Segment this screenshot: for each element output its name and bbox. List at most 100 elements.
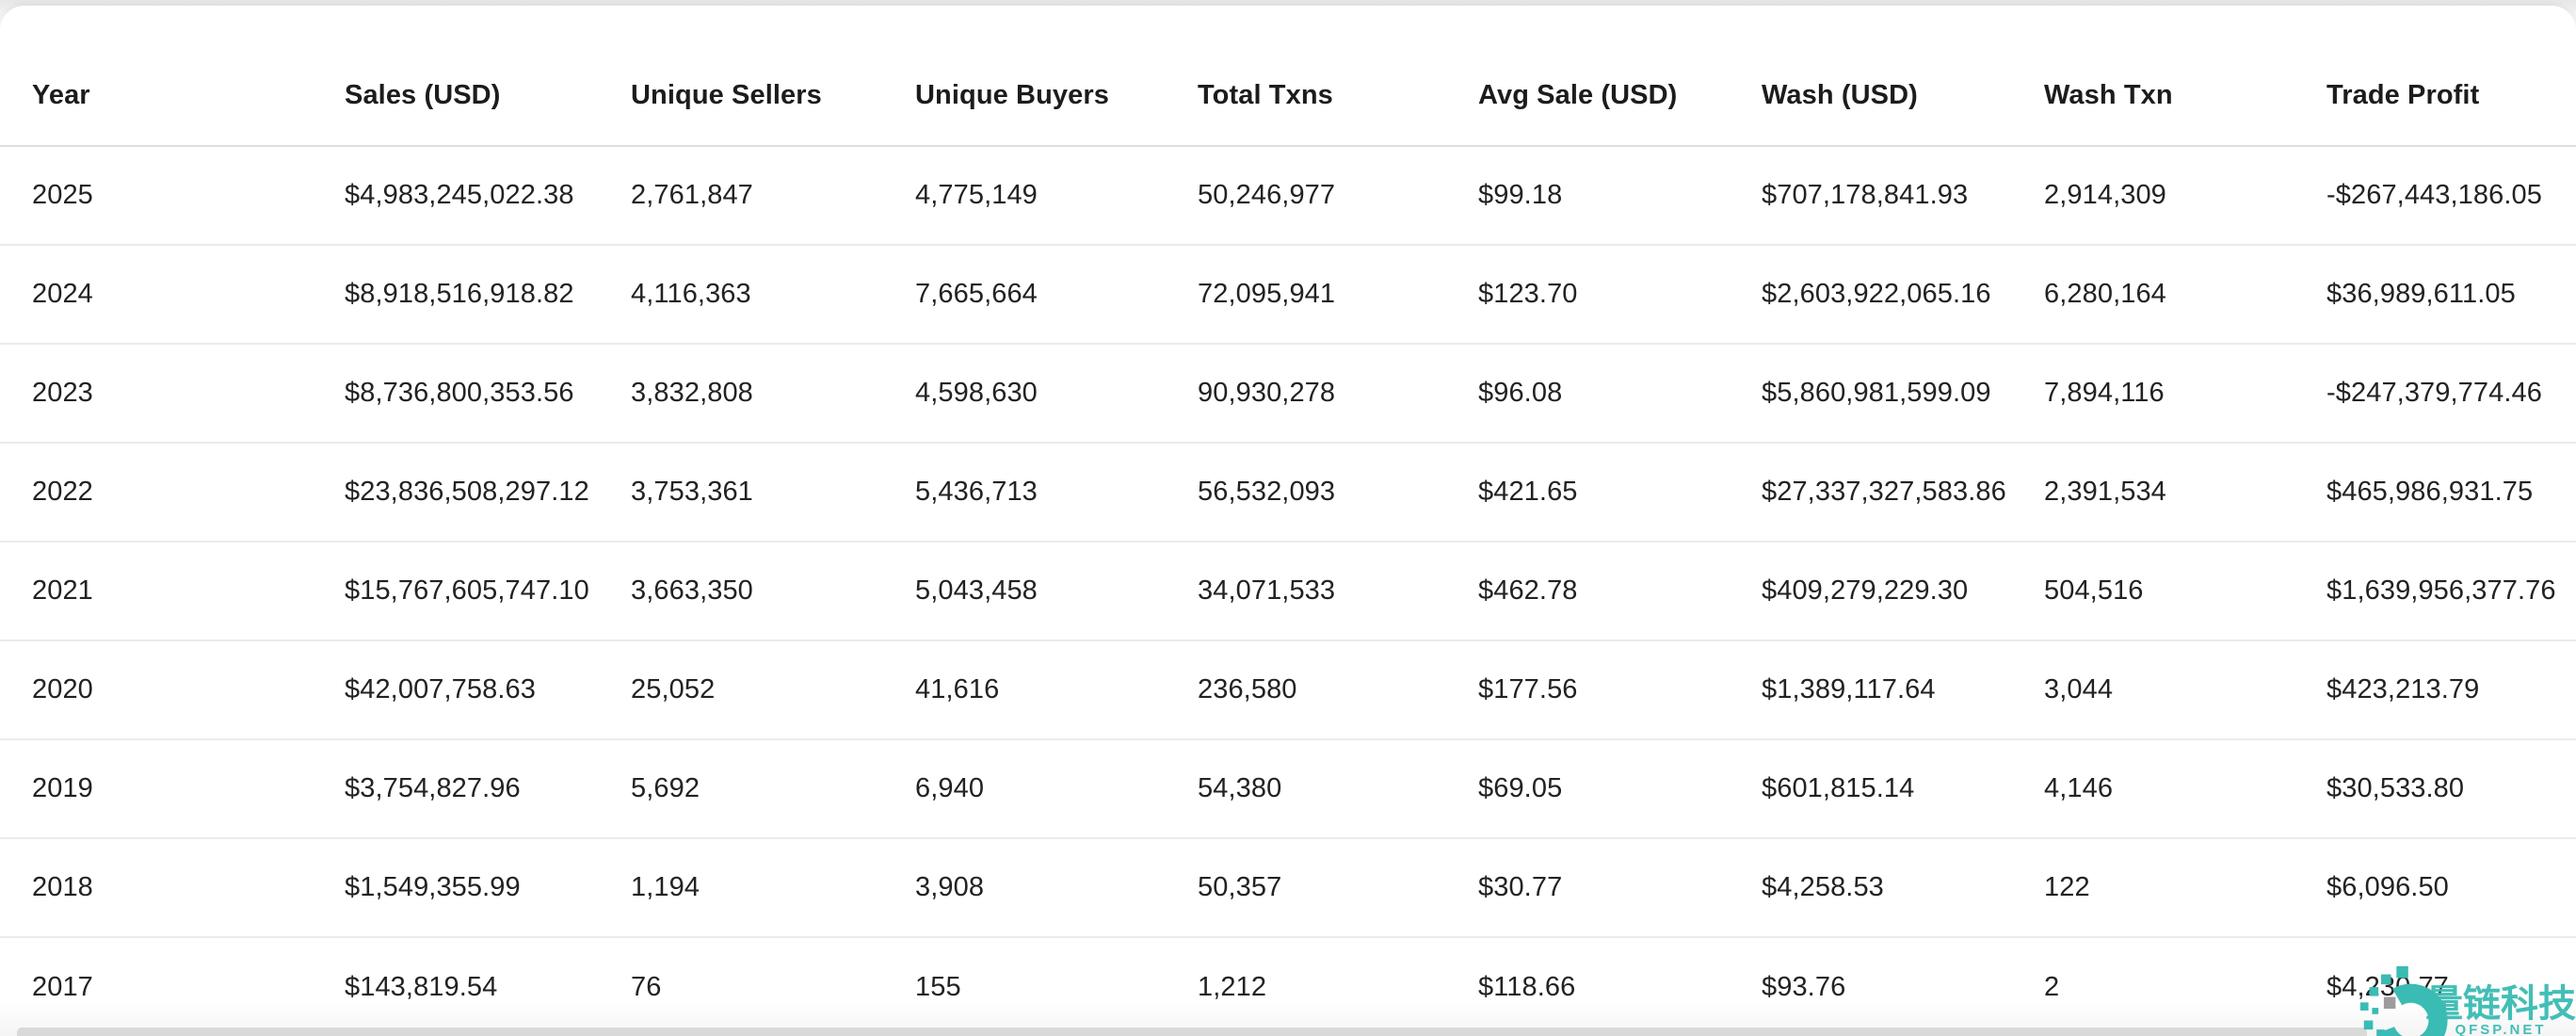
table-cell: $5,860,981,599.09 (1762, 378, 1991, 408)
table-row: 2018 $1,549,355.99 1,194 3,908 50,357 $30.77 $… (0, 839, 2576, 938)
table-cell: $462.78 (1478, 575, 1578, 606)
table-cell: 2024 (32, 279, 93, 309)
table-cell: $1,549,355.99 (345, 872, 521, 902)
table-cell: $1,389,117.64 (1762, 674, 1936, 704)
table-cell: $30,533.80 (2326, 773, 2465, 803)
table-cell: 155 (915, 972, 961, 1002)
table-cell: 3,663,350 (631, 575, 753, 606)
table-cell: $2,603,922,065.16 (1762, 279, 1991, 309)
table-cell: 122 (2044, 872, 2090, 902)
table-cell: 2020 (32, 674, 93, 704)
table-cell: 2019 (32, 773, 93, 803)
table-cell: $4,230.77 (2326, 972, 2449, 1002)
table-cell: $423,213.79 (2326, 674, 2480, 704)
table-cell: $42,007,758.63 (345, 674, 536, 704)
table-row: 2020 $42,007,758.63 25,052 41,616 236,580 $17… (0, 641, 2576, 740)
table-cell: $30.77 (1478, 872, 1563, 902)
table-cell: 50,246,977 (1198, 180, 1336, 210)
table-cell: 5,692 (631, 773, 700, 803)
table-cell: $707,178,841.93 (1762, 180, 1969, 210)
table-cell: -$267,443,186.05 (2326, 180, 2542, 210)
table-cell: 6,280,164 (2044, 279, 2166, 309)
table-cell: 4,116,363 (631, 279, 751, 309)
table-cell: 54,380 (1198, 773, 1282, 803)
table-cell: 2023 (32, 378, 93, 408)
table-cell: 76 (631, 972, 662, 1002)
table-cell: 2018 (32, 872, 93, 902)
table-cell: $421.65 (1478, 477, 1578, 507)
table-cell: 4,598,630 (915, 378, 1038, 408)
table-cell: $8,918,516,918.82 (345, 279, 574, 309)
table-cell: $143,819.54 (345, 972, 498, 1002)
table-row: 2024 $8,918,516,918.82 4,116,363 7,665,664 7… (0, 246, 2576, 345)
table-cell: $36,989,611.05 (2326, 279, 2516, 309)
table-cell: 7,894,116 (2044, 378, 2165, 408)
column-header: Unique Buyers (915, 79, 1109, 110)
table-cell: 72,095,941 (1198, 279, 1336, 309)
table-card: Year Sales (USD) Unique Sellers Unique Buye… (0, 6, 2576, 1036)
table-cell: $15,767,605,747.10 (345, 575, 589, 606)
table-cell: 5,436,713 (915, 477, 1038, 507)
table-cell: $1,639,956,377.76 (2326, 575, 2556, 606)
table-cell: 90,930,278 (1198, 378, 1336, 408)
nft-sales-by-year-table: Year Sales (USD) Unique Sellers Unique Buye… (0, 6, 2576, 1036)
table-cell: 3,908 (915, 872, 985, 902)
column-header: Year (32, 79, 90, 110)
table-cell: 56,532,093 (1198, 477, 1336, 507)
column-header: Avg Sale (USD) (1478, 79, 1678, 110)
table-cell: $465,986,931.75 (2326, 477, 2534, 507)
table-cell: 2025 (32, 180, 93, 210)
table-header-row: Year Sales (USD) Unique Sellers Unique Buye… (0, 6, 2576, 147)
table-row: 2021 $15,767,605,747.10 3,663,350 5,043,458… (0, 542, 2576, 641)
table-cell: 50,357 (1198, 872, 1282, 902)
column-header: Sales (USD) (345, 79, 501, 110)
table-cell: $4,258.53 (1762, 872, 1884, 902)
table-cell: $118.66 (1478, 972, 1576, 1002)
table-cell: $23,836,508,297.12 (345, 477, 589, 507)
column-header: Unique Sellers (631, 79, 822, 110)
table-row: 2025 $4,983,245,022.38 2,761,847 4,775,149 5… (0, 147, 2576, 246)
table-cell: 5,043,458 (915, 575, 1038, 606)
table-cell: 2021 (32, 575, 93, 606)
table-cell: $93.76 (1762, 972, 1846, 1002)
table-row: 2019 $3,754,827.96 5,692 6,940 54,380 $69.05 $… (0, 740, 2576, 839)
table-cell: $99.18 (1478, 180, 1563, 210)
table-cell: 25,052 (631, 674, 716, 704)
table-cell: 3,753,361 (631, 477, 753, 507)
table-cell: 1,194 (631, 872, 700, 902)
table-cell: $4,983,245,022.38 (345, 180, 574, 210)
table-cell: $601,815.14 (1762, 773, 1915, 803)
table-cell: 6,940 (915, 773, 985, 803)
table-cell: $409,279,229.30 (1762, 575, 1969, 606)
table-cell: 2,761,847 (631, 180, 753, 210)
table-cell: 2 (2044, 972, 2060, 1002)
column-header: Wash Txn (2044, 79, 2173, 110)
table-cell: $69.05 (1478, 773, 1563, 803)
table-cell: 504,516 (2044, 575, 2144, 606)
table-cell: $3,754,827.96 (345, 773, 521, 803)
table-cell: 3,832,808 (631, 378, 753, 408)
table-cell: $96.08 (1478, 378, 1563, 408)
table-cell: 7,665,664 (915, 279, 1038, 309)
table-cell: $27,337,327,583.86 (1762, 477, 2006, 507)
table-cell: 2022 (32, 477, 93, 507)
table-cell: $177.56 (1478, 674, 1578, 704)
table-row: 2022 $23,836,508,297.12 3,753,361 5,436,713… (0, 444, 2576, 542)
column-header: Trade Profit (2326, 79, 2480, 110)
table-cell: $123.70 (1478, 279, 1578, 309)
table-cell: -$247,379,774.46 (2326, 378, 2542, 408)
table-cell: $6,096.50 (2326, 872, 2449, 902)
column-header: Wash (USD) (1762, 79, 1918, 110)
table-cell: 2,391,534 (2044, 477, 2166, 507)
table-cell: 2,914,309 (2044, 180, 2166, 210)
table-cell: 3,044 (2044, 674, 2114, 704)
table-cell: $8,736,800,353.56 (345, 378, 574, 408)
horizontal-scrollbar-thumb[interactable] (17, 1028, 2367, 1036)
table-cell: 34,071,533 (1198, 575, 1336, 606)
table-cell: 4,146 (2044, 773, 2114, 803)
table-cell: 2017 (32, 972, 93, 1002)
table-cell: 41,616 (915, 674, 1000, 704)
table-row: 2017 $143,819.54 76 155 1,212 $118.66 $93.76 2 $… (0, 938, 2576, 1036)
table-cell: 1,212 (1198, 972, 1267, 1002)
